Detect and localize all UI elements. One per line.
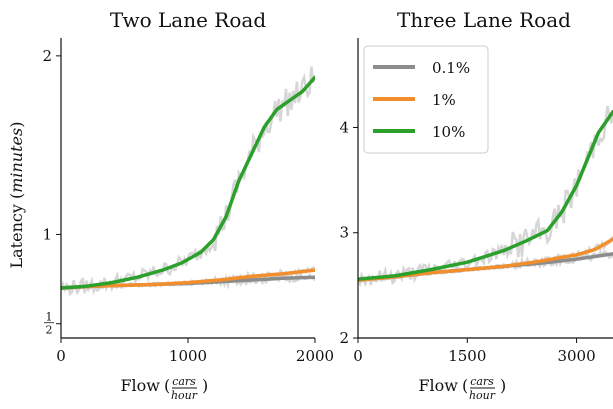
right-x-axis-label-paren-close: ) — [500, 376, 506, 395]
legend-label-0: 0.1% — [432, 59, 470, 77]
legend-frame — [363, 45, 489, 154]
right-x-unit-den: hour — [469, 389, 496, 402]
y-axis-label-text: Latency — [7, 204, 26, 268]
y-axis-label-open-paren: ( — [7, 193, 26, 204]
y-axis-label-close-paren: ) — [7, 122, 26, 128]
left-chart-title: Two Lane Road — [110, 8, 266, 32]
left-x-unit-num: cars — [172, 375, 196, 388]
left-x-axis-label-paren-open: ( — [164, 376, 170, 395]
y-axis-label-unit: minutes — [7, 128, 26, 193]
left-x-unit-den: hour — [171, 389, 198, 402]
legend-label-2: 10% — [432, 123, 465, 141]
left-x-axis-label: Flow — [120, 376, 160, 395]
left-x-axis-label-paren-close: ) — [202, 376, 208, 395]
right-y-tick-label-2: 4 — [339, 118, 349, 136]
left-x-tick-label-0: 0 — [56, 347, 66, 365]
right-x-tick-label-0: 0 — [353, 347, 363, 365]
right-plot-area: 0 1500 3000 2 3 4 — [339, 38, 613, 365]
right-series-group — [358, 105, 613, 288]
legend-label-1: 1% — [432, 91, 456, 109]
legend: 0.1% 1% 10% — [363, 45, 489, 154]
right-series-line-10% — [358, 109, 613, 281]
left-x-tick-label-1: 1000 — [169, 347, 207, 365]
left-series-group — [61, 66, 315, 297]
right-y-tick-label-0: 2 — [339, 329, 349, 347]
left-series-line-10% — [61, 75, 315, 290]
right-x-tick-label-2: 3000 — [557, 347, 595, 365]
left-y-tick-label-0-numerator: 1 — [46, 311, 53, 324]
left-y-axis-label: Latency (minutes) — [7, 122, 26, 269]
left-y-tick-label-0-denominator: 2 — [46, 324, 53, 337]
left-y-tick-label-2: 2 — [42, 47, 52, 65]
right-chart-title: Three Lane Road — [397, 8, 571, 32]
left-series-line-1% — [61, 268, 315, 290]
right-x-unit-num: cars — [470, 375, 494, 388]
left-x-tick-label-2: 2000 — [296, 347, 334, 365]
right-x-tick-label-1: 1500 — [448, 347, 486, 365]
right-y-tick-label-1: 3 — [339, 224, 349, 242]
right-x-axis-label-paren-open: ( — [462, 376, 468, 395]
left-y-tick-label-1: 1 — [42, 225, 52, 243]
right-x-axis-label: Flow — [418, 376, 458, 395]
